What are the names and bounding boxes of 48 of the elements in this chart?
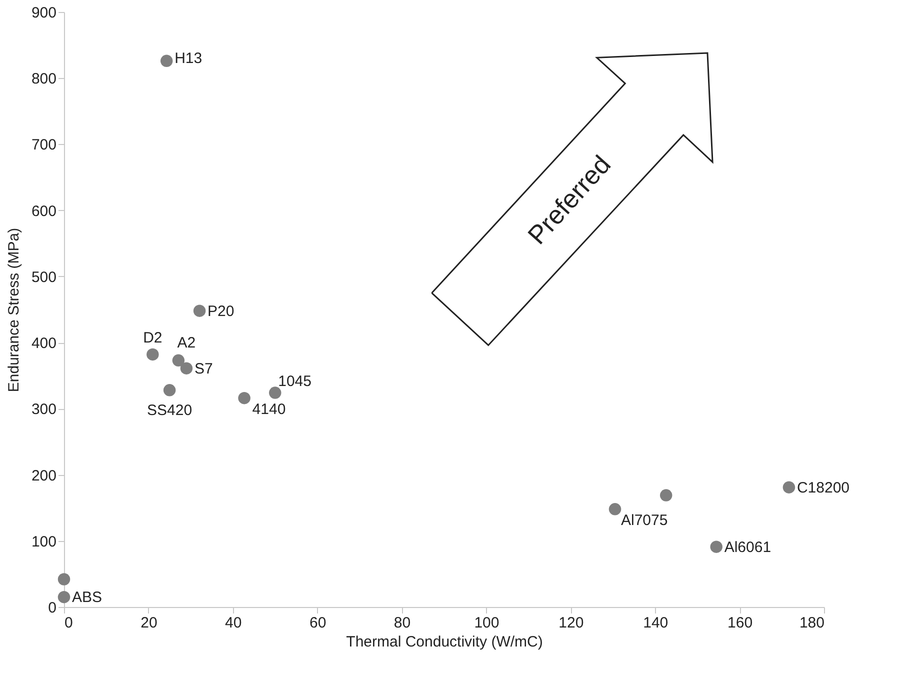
y-tick-label: 200	[31, 467, 56, 484]
x-tick-label: 40	[225, 614, 242, 632]
y-tick-label: 800	[31, 70, 56, 88]
point	[160, 54, 173, 68]
annotation: 4140	[252, 401, 286, 418]
y-tick-label: 100	[31, 533, 56, 550]
annotation: P20	[208, 302, 234, 320]
y-tick-label: 700	[31, 136, 56, 154]
x-tick-label: 140	[643, 614, 668, 632]
point	[238, 392, 250, 404]
point	[58, 573, 70, 586]
point	[710, 540, 722, 553]
y-tick-label: 500	[31, 268, 56, 286]
point	[180, 362, 193, 374]
annotation: C18200	[796, 479, 850, 496]
x-tick-label: 60	[309, 614, 326, 632]
point	[58, 590, 70, 604]
x-tick-label: 80	[394, 614, 411, 632]
annotation: Al7075	[621, 512, 668, 530]
annotation: S7	[194, 360, 213, 378]
annotation: D2	[143, 329, 162, 346]
annotation: H13	[174, 50, 202, 67]
point	[782, 481, 796, 494]
y-axis-title: Endurance Stress (MPa)	[5, 228, 22, 392]
x-tick-label: 100	[474, 614, 500, 632]
annotation: A2	[177, 334, 196, 352]
x-axis-title: Thermal Conductivity (W/mC)	[346, 634, 543, 650]
y-tick-label: 300	[31, 401, 56, 418]
y-tick-label: 900	[31, 4, 56, 22]
point	[172, 354, 185, 367]
x-tick-label: 0	[64, 614, 73, 632]
point	[163, 384, 176, 396]
annotation: SS420	[147, 402, 192, 420]
point	[608, 503, 622, 516]
annotation: ABS	[72, 589, 102, 606]
annotation: Al6061	[724, 538, 772, 556]
x-tick-label: 120	[558, 614, 584, 632]
y-tick-label: 0	[48, 600, 56, 616]
annotation: 1045	[278, 372, 312, 390]
x-tick-label: 180	[799, 614, 824, 632]
x-tick-label: 160	[728, 614, 753, 632]
point	[193, 304, 206, 317]
y-tick-label: 600	[31, 202, 56, 220]
point	[660, 489, 672, 502]
x-tick-label: 20	[140, 614, 158, 632]
point	[268, 386, 282, 399]
point	[146, 348, 159, 361]
y-tick-label: 400	[31, 335, 56, 352]
